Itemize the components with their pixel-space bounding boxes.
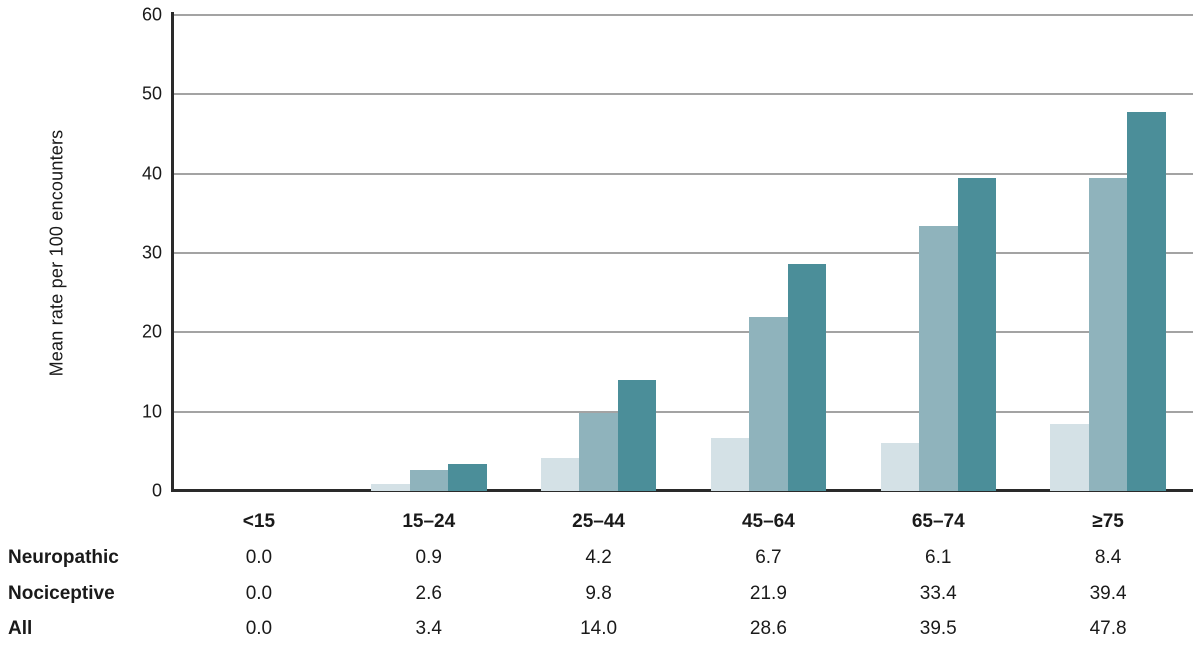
gridline-30 <box>174 252 1193 254</box>
bar-neuropathic-3 <box>540 457 580 491</box>
bar-nociceptive-4 <box>749 317 788 491</box>
table-row-label-neuropathic: Neuropathic <box>8 547 119 568</box>
gridline-40 <box>174 172 1193 175</box>
table-row-label-nociceptive: Nociceptive <box>8 582 115 604</box>
y-tick-label-30: 30 <box>141 242 162 263</box>
plot-area <box>174 14 1193 491</box>
gridline-10 <box>174 410 1193 413</box>
table-cell-all-5: 39.5 <box>919 618 957 639</box>
bar-nociceptive-3 <box>579 413 618 491</box>
y-tick-label-20: 20 <box>141 321 162 342</box>
table-cell-nociceptive-2: 2.6 <box>415 582 442 604</box>
y-tick-label-10: 10 <box>141 401 162 422</box>
bar-nociceptive-2 <box>409 470 448 491</box>
table-cell-neuropathic-4: 6.7 <box>755 547 782 568</box>
x-category-label-6: ≥75 <box>1092 511 1124 532</box>
table-cell-neuropathic-2: 0.9 <box>415 547 442 568</box>
x-category-label-1: <15 <box>242 511 276 532</box>
y-tick-label-0: 0 <box>151 480 162 501</box>
y-tick-label-60: 60 <box>141 4 162 25</box>
x-category-label-2: 15–24 <box>402 511 456 532</box>
table-cell-nociceptive-5: 33.4 <box>919 582 957 604</box>
table-cell-nociceptive-3: 9.8 <box>585 582 612 604</box>
table-cell-neuropathic-3: 4.2 <box>585 547 612 568</box>
table-cell-nociceptive-1: 0.0 <box>245 582 273 604</box>
table-row-label-all: All <box>8 618 33 639</box>
x-category-label-4: 45–64 <box>741 511 795 532</box>
y-axis-line <box>171 12 174 492</box>
gridline-60 <box>174 14 1193 16</box>
table-cell-neuropathic-1: 0.0 <box>245 547 273 568</box>
bar-nociceptive-5 <box>919 226 958 491</box>
table-cell-all-6: 47.8 <box>1089 618 1127 639</box>
table-cell-all-2: 3.4 <box>415 618 442 639</box>
bar-all-4 <box>787 264 827 491</box>
bar-all-2 <box>448 464 487 491</box>
bar-neuropathic-2 <box>371 483 410 491</box>
table-cell-neuropathic-6: 8.4 <box>1094 547 1122 568</box>
x-category-label-5: 65–74 <box>911 511 965 532</box>
gridline-50 <box>174 93 1193 96</box>
bar-neuropathic-5 <box>880 442 919 491</box>
bar-all-6 <box>1127 111 1166 491</box>
y-tick-label-40: 40 <box>141 163 162 184</box>
bar-all-3 <box>617 379 657 491</box>
table-cell-nociceptive-6: 39.4 <box>1089 582 1127 604</box>
y-axis-title: Mean rate per 100 encounters <box>46 129 67 377</box>
table-cell-nociceptive-4: 21.9 <box>749 582 787 604</box>
bar-neuropathic-4 <box>710 437 750 491</box>
gridline-20 <box>174 331 1193 334</box>
table-cell-all-4: 28.6 <box>749 618 787 639</box>
table-cell-neuropathic-5: 6.1 <box>925 547 952 568</box>
bar-all-5 <box>957 177 996 491</box>
x-category-label-3: 25–44 <box>572 511 625 532</box>
bar-nociceptive-6 <box>1088 178 1128 491</box>
table-cell-all-1: 0.0 <box>245 618 273 639</box>
y-tick-label-50: 50 <box>141 83 162 104</box>
bar-neuropathic-6 <box>1050 424 1089 491</box>
table-cell-all-3: 14.0 <box>580 618 618 639</box>
x-axis-line <box>171 489 1193 492</box>
